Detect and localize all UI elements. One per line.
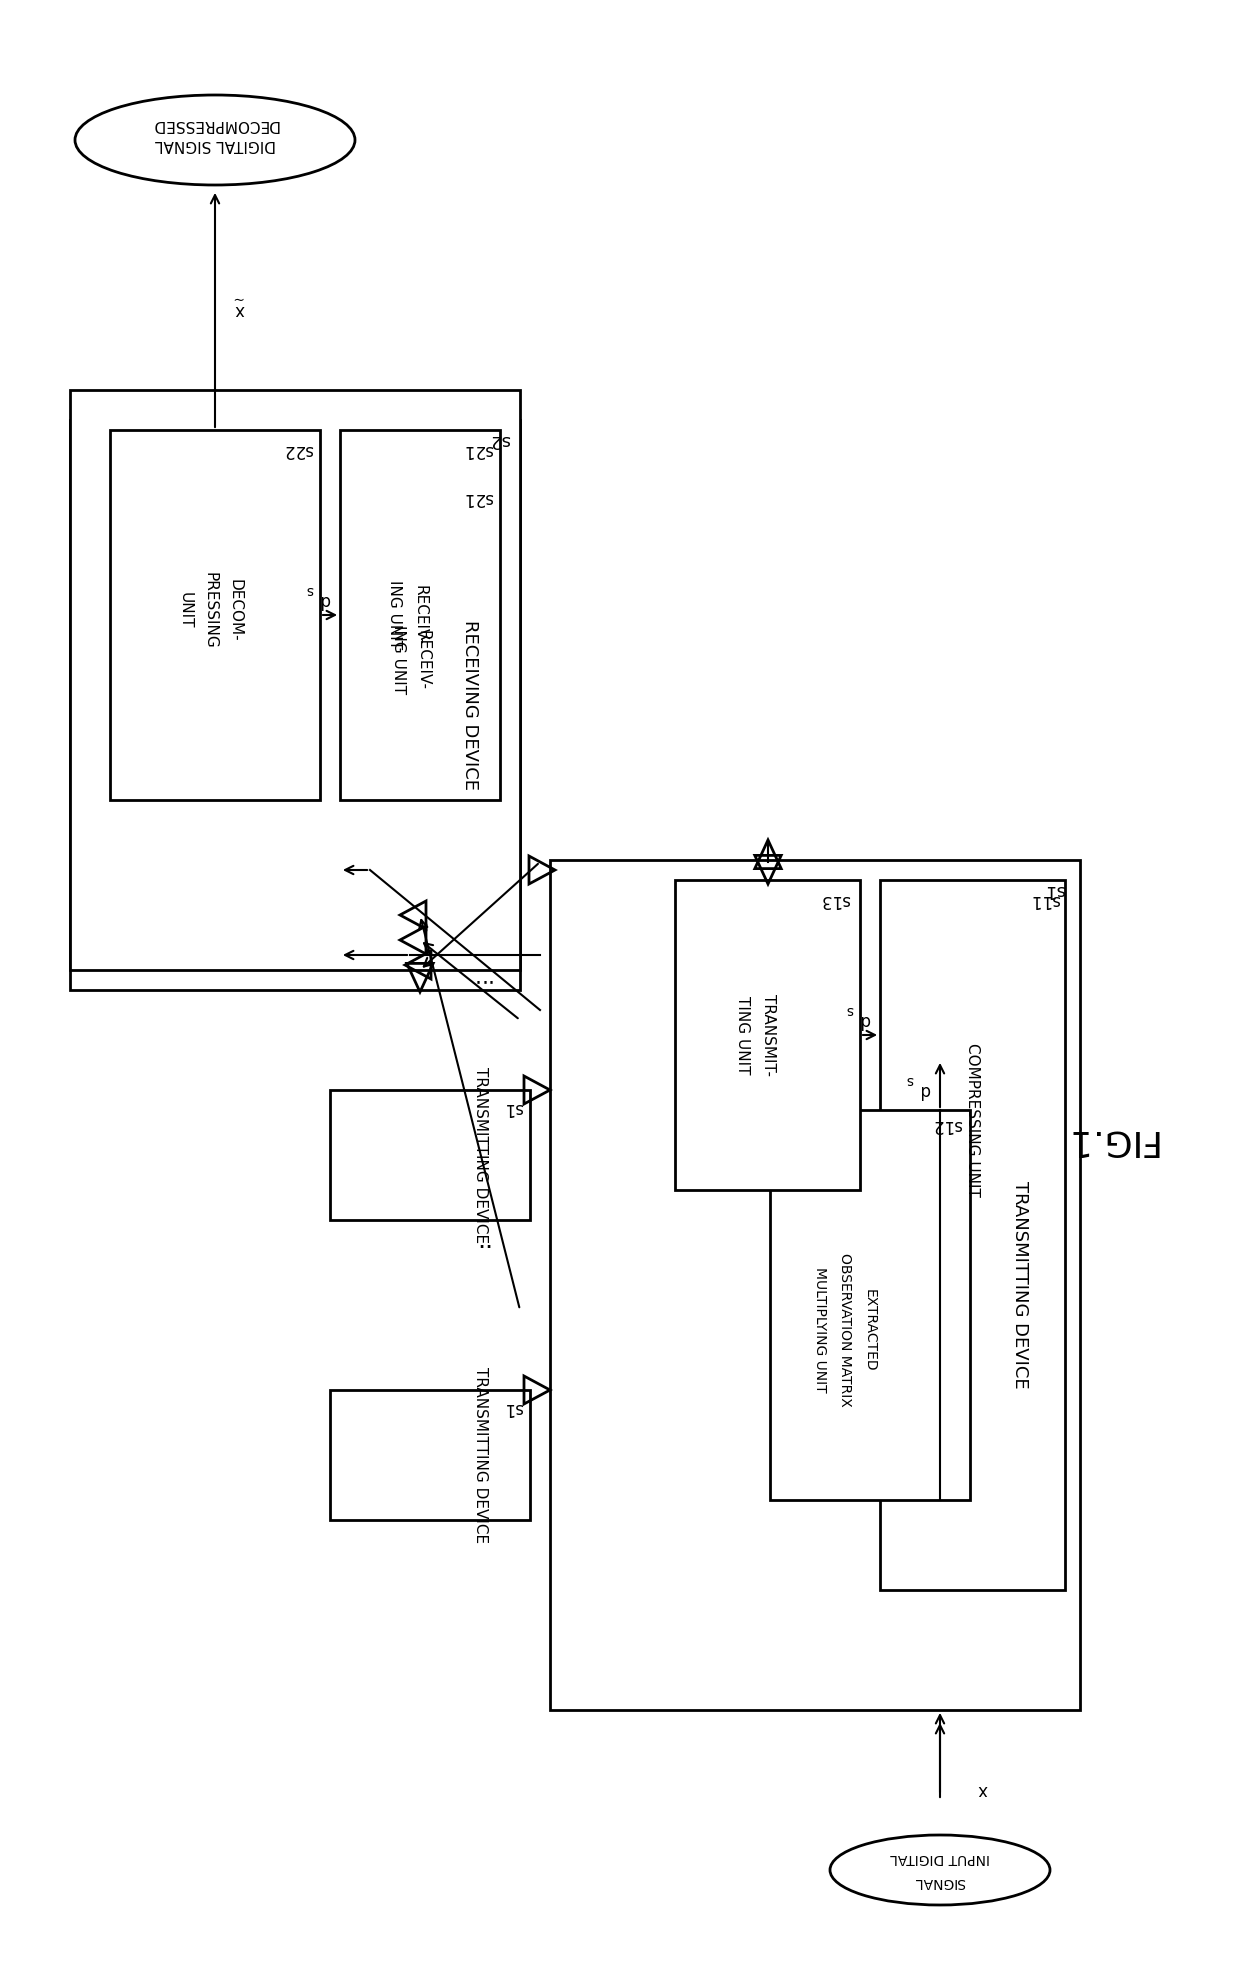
Text: s: s [306,583,314,597]
Text: DECOM-: DECOM- [227,579,243,642]
Ellipse shape [74,95,355,185]
Text: ...: ... [470,975,491,994]
Text: s11: s11 [1030,892,1060,910]
Bar [69,419,520,990]
Text: s1: s1 [503,1400,523,1418]
Text: COMPRESSING UNIT: COMPRESSING UNIT [966,1044,981,1197]
Text: TRANSMITTING DEVICE: TRANSMITTING DEVICE [1011,1181,1029,1388]
Text: s: s [847,1002,853,1018]
Text: TING UNIT: TING UNIT [735,996,750,1075]
Text: OBSERVATION MATRIX: OBSERVATION MATRIX [838,1252,852,1408]
Text: SIGNAL: SIGNAL [914,1874,966,1888]
Text: d: d [859,1010,870,1030]
Text: TRANSMITTING DEVICE: TRANSMITTING DEVICE [472,1366,487,1544]
Text: PRESSING: PRESSING [202,571,217,648]
Text: RECEIVING DEVICE: RECEIVING DEVICE [461,620,479,790]
Bar [345,480,500,819]
Bar [110,429,320,799]
Text: s2: s2 [490,431,511,449]
Text: DIGITAL SIGNAL: DIGITAL SIGNAL [155,136,275,152]
Text: TRANSMITTING DEVICE: TRANSMITTING DEVICE [472,1067,487,1242]
Text: ..: .. [472,1239,489,1262]
Text: s1: s1 [503,1099,523,1116]
Text: s22: s22 [283,441,312,459]
Bar [330,1390,529,1520]
Text: ING UNIT: ING UNIT [387,581,403,650]
Ellipse shape [830,1835,1050,1904]
Bar [345,701,500,961]
Text: s21: s21 [463,441,494,459]
Text: s1: s1 [1044,880,1065,900]
Text: x: x [236,301,246,319]
Bar [880,880,1065,1591]
Text: TRANSMIT-: TRANSMIT- [760,994,775,1075]
Text: d: d [920,1081,930,1099]
Text: FIG.1: FIG.1 [1063,1122,1157,1158]
Bar [675,880,861,1189]
Text: ING UNIT: ING UNIT [391,626,405,695]
Text: RECEIV-: RECEIV- [415,630,430,689]
Bar [770,1111,970,1500]
Text: MULTIPLYING UNIT: MULTIPLYING UNIT [813,1268,827,1392]
Text: DECOMPRESSED: DECOMPRESSED [151,116,279,132]
Text: s: s [906,1073,914,1087]
Text: EXTRACTED: EXTRACTED [863,1288,877,1370]
Text: d: d [320,591,330,608]
Bar [330,1091,529,1221]
Bar [69,390,520,971]
Text: s12: s12 [932,1116,962,1134]
Bar [340,429,500,799]
Text: ~: ~ [231,289,243,303]
Text: UNIT: UNIT [177,593,192,628]
Text: RECEIV-: RECEIV- [413,585,428,646]
Text: INPUT DIGITAL: INPUT DIGITAL [890,1851,990,1865]
Text: x: x [978,1782,988,1800]
Text: s13: s13 [820,892,849,910]
Text: s21: s21 [463,488,494,506]
Bar [551,860,1080,1709]
